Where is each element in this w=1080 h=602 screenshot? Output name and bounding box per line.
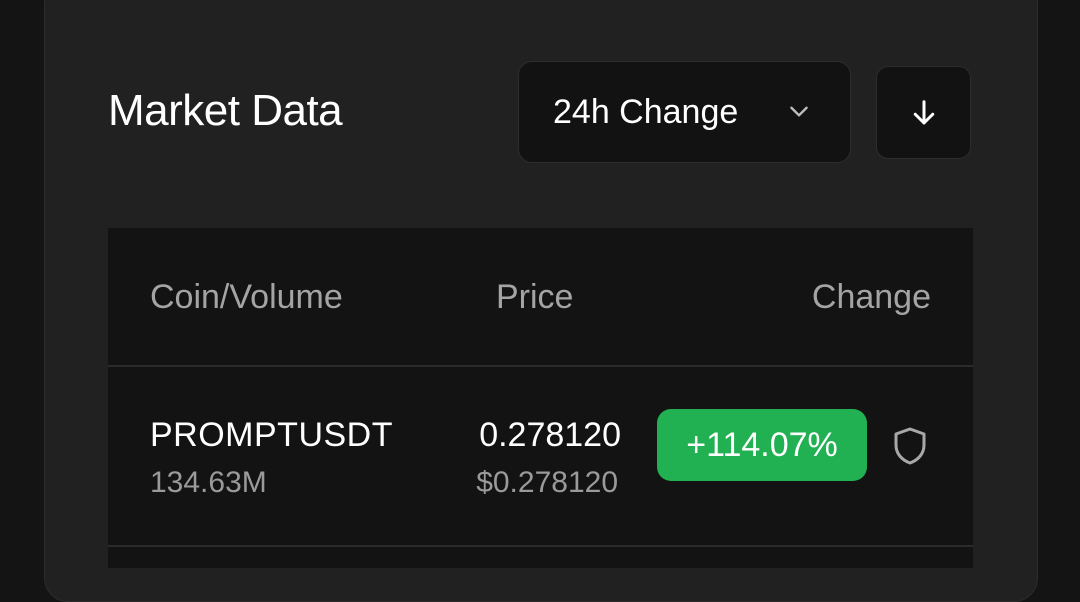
coin-symbol: PROMPTUSDT xyxy=(150,416,393,454)
column-header-change[interactable]: Change xyxy=(811,278,931,316)
sort-field-label: 24h Change xyxy=(553,92,739,131)
column-header-price[interactable]: Price xyxy=(496,278,574,316)
market-table: Coin/Volume Price Change PROMPTUSDT 134.… xyxy=(108,228,973,568)
change-badge: +114.07% xyxy=(657,409,867,481)
coin-price: 0.278120 xyxy=(479,416,621,454)
page-title: Market Data xyxy=(108,86,343,135)
chevron-down-icon xyxy=(790,106,808,117)
sort-field-select[interactable]: 24h Change xyxy=(518,61,851,163)
row-divider xyxy=(108,545,973,547)
shield-icon[interactable] xyxy=(892,426,928,466)
header-divider xyxy=(108,365,973,367)
arrow-down-icon xyxy=(913,99,934,124)
coin-volume: 134.63M xyxy=(150,466,267,499)
column-header-coin-volume[interactable]: Coin/Volume xyxy=(150,278,343,316)
coin-price-usd: $0.278120 xyxy=(476,466,618,499)
sort-direction-button[interactable] xyxy=(876,66,971,159)
